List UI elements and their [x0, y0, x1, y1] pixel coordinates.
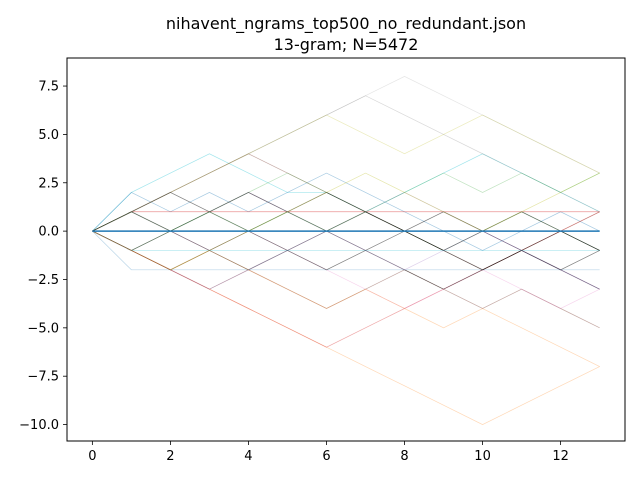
series-line-7 — [92, 95, 600, 232]
series-line-17 — [92, 192, 600, 251]
series-line-19 — [92, 192, 600, 290]
y-tick-label: −5.0 — [27, 321, 59, 336]
chart-subtitle: 13-gram; N=5472 — [274, 35, 419, 54]
x-tick-label: 6 — [322, 449, 330, 464]
x-tick-label: 2 — [166, 449, 174, 464]
y-tick-label: 7.5 — [38, 80, 59, 95]
series-line-22 — [92, 230, 600, 251]
series-line-16 — [92, 211, 600, 271]
series-line-20 — [92, 172, 600, 271]
series-line-12 — [92, 230, 600, 271]
series-line-8 — [92, 114, 600, 232]
plot-area-frame — [66, 57, 626, 442]
x-tick-label: 12 — [552, 449, 569, 464]
x-tick-label: 4 — [244, 449, 252, 464]
y-tick-label: −2.5 — [27, 273, 59, 288]
series-line-23 — [92, 230, 600, 290]
x-tick-label: 0 — [88, 449, 96, 464]
series-line-4 — [92, 172, 600, 251]
series-line-21 — [92, 75, 600, 232]
y-axis: 7.5 5.0 2.5 0.0 −2.5 −5.0 −7.5 −10.0 — [19, 80, 67, 433]
x-tick-label: 8 — [400, 449, 408, 464]
y-tick-label: 5.0 — [38, 128, 59, 143]
x-axis: 0 2 4 6 8 10 12 — [88, 441, 569, 464]
x-tick-label: 10 — [474, 449, 491, 464]
series-line-24 — [92, 230, 600, 367]
series-line-11 — [92, 230, 600, 329]
series-line-5 — [92, 211, 600, 232]
series-line-25 — [92, 172, 600, 232]
y-tick-label: 0.0 — [38, 225, 59, 240]
y-tick-label: 2.5 — [38, 176, 59, 191]
series-layer — [92, 75, 600, 425]
chart-title: nihavent_ngrams_top500_no_redundant.json — [166, 14, 526, 34]
y-tick-label: −10.0 — [19, 418, 59, 433]
series-line-3 — [92, 153, 600, 232]
y-tick-label: −7.5 — [27, 370, 59, 385]
